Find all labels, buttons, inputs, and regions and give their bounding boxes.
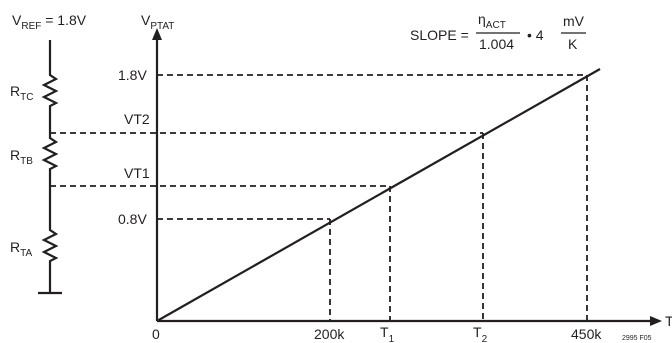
- resistor-label-rtb: RTB: [10, 147, 33, 167]
- slope-formula: SLOPE = ηACT 1.004 • 4 mV K: [410, 11, 586, 52]
- y-axis-label: VPTAT: [141, 12, 174, 32]
- slope-multiplier: • 4: [527, 27, 544, 43]
- y-tick-1v8: 1.8V: [118, 67, 147, 83]
- ptat-line: [156, 68, 601, 322]
- x-axis-label: T: [665, 313, 672, 329]
- x-tick-450k: 450k: [571, 326, 602, 342]
- axes: VPTAT T: [141, 12, 672, 329]
- slope-unit-denominator: K: [568, 36, 578, 52]
- slope-unit-numerator: mV: [563, 13, 585, 29]
- resistor-label-rtc: RTC: [10, 83, 33, 103]
- y-axis-arrow: [152, 28, 162, 40]
- y-tick-vt2: VT2: [124, 111, 150, 127]
- figure-code: 2995 F05: [622, 335, 652, 342]
- slope-eta: ηACT: [478, 11, 506, 31]
- x-axis-arrow: [650, 316, 662, 326]
- y-tick-vt1: VT1: [124, 165, 150, 181]
- y-tick-0v8: 0.8V: [118, 211, 147, 227]
- resistor-label-rta: RTA: [10, 239, 32, 259]
- resistor-ladder: VREF = 1.8V RTC RTB RTA: [10, 12, 87, 295]
- x-tick-t1: T1: [380, 324, 395, 343]
- x-tick-t2: T2: [473, 324, 488, 343]
- vref-label: VREF = 1.8V: [12, 12, 87, 32]
- x-tick-200k: 200k: [314, 326, 345, 342]
- y-tick-labels: 1.8V VT2 VT1 0.8V: [118, 67, 150, 227]
- ladder-wire: [41, 40, 59, 293]
- slope-prefix: SLOPE =: [410, 27, 469, 43]
- dashed-guides: [50, 74, 588, 321]
- x-tick-0: 0: [152, 326, 160, 342]
- slope-denominator: 1.004: [479, 36, 514, 52]
- x-tick-labels: 0 200k T1 T2 450k: [152, 324, 602, 343]
